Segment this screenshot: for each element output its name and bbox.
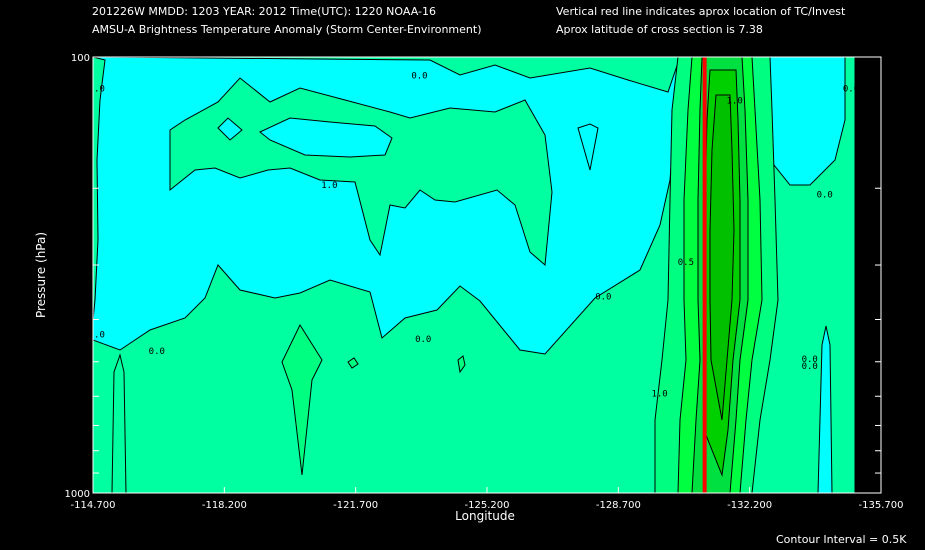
- contour-label: 1.0: [651, 389, 667, 399]
- y-tick-label: 100: [71, 53, 90, 64]
- x-tick-label: -125.200: [465, 500, 510, 511]
- header-line-redline-note: Vertical red line indicates aprox locati…: [556, 5, 846, 18]
- fill-top-band: [93, 57, 681, 93]
- no-data-edge: [855, 57, 881, 493]
- contour-label: 0.0: [595, 293, 611, 303]
- y-axis: 100 1000: [65, 53, 881, 500]
- contour-label: 1.0: [727, 97, 743, 107]
- fill-small-green-1: [347, 357, 359, 369]
- y-tick-label: 1000: [65, 489, 90, 500]
- fill-small-green-2: [457, 355, 466, 374]
- fill-spindle-green: [281, 323, 323, 476]
- header-line-storm-info: 201226W MMDD: 1203 YEAR: 2012 Time(UTC):…: [92, 5, 436, 18]
- x-tick-label: -114.700: [71, 500, 116, 511]
- x-tick-label: -121.700: [333, 500, 378, 511]
- header-line-title: AMSU-A Brightness Temperature Anomaly (S…: [92, 23, 482, 36]
- x-tick-label: -118.200: [202, 500, 247, 511]
- fill-left-column: [111, 353, 127, 493]
- fill-cyan-dot: [217, 117, 243, 141]
- contour-fills: [93, 57, 881, 493]
- fill-right-cyan-column: [817, 325, 833, 493]
- fill-cyan-tick: [577, 123, 599, 171]
- contour-label: 0.5: [678, 258, 694, 268]
- x-axis: -114.700 -118.200 -121.700 -125.200 -128.700…: [71, 487, 904, 511]
- x-axis-label: Longitude: [455, 509, 515, 523]
- contour-label: 0.0: [802, 362, 818, 372]
- contour-label: 0.0: [843, 85, 859, 95]
- fill-cyan-pocket: [259, 117, 393, 158]
- contour-label: 0.0: [411, 71, 427, 81]
- header-line-latitude: Aprox latitude of cross section is 7.38: [556, 23, 763, 36]
- contour-interval-note: Contour Interval = 0.5K: [776, 533, 907, 546]
- fill-core-level-5: [709, 94, 735, 421]
- contour-label: 0.0: [817, 190, 833, 200]
- x-tick-label: -128.700: [596, 500, 641, 511]
- contour-label: 0.0: [89, 331, 105, 341]
- contour-labels: 0.00.00.01.00.00.00.00.00.01.00.51.00.00…: [89, 71, 859, 399]
- x-tick-label: -132.200: [727, 500, 772, 511]
- contour-label: 0.0: [415, 335, 431, 345]
- x-tick-label: -135.700: [859, 500, 904, 511]
- contour-label: 0.0: [149, 347, 165, 357]
- contour-label: 0.0: [89, 85, 105, 95]
- fill-upper-blob: [169, 77, 553, 267]
- contour-label: 0.0: [802, 355, 818, 365]
- contour-label: 1.0: [321, 181, 337, 191]
- y-axis-label: Pressure (hPa): [34, 232, 48, 318]
